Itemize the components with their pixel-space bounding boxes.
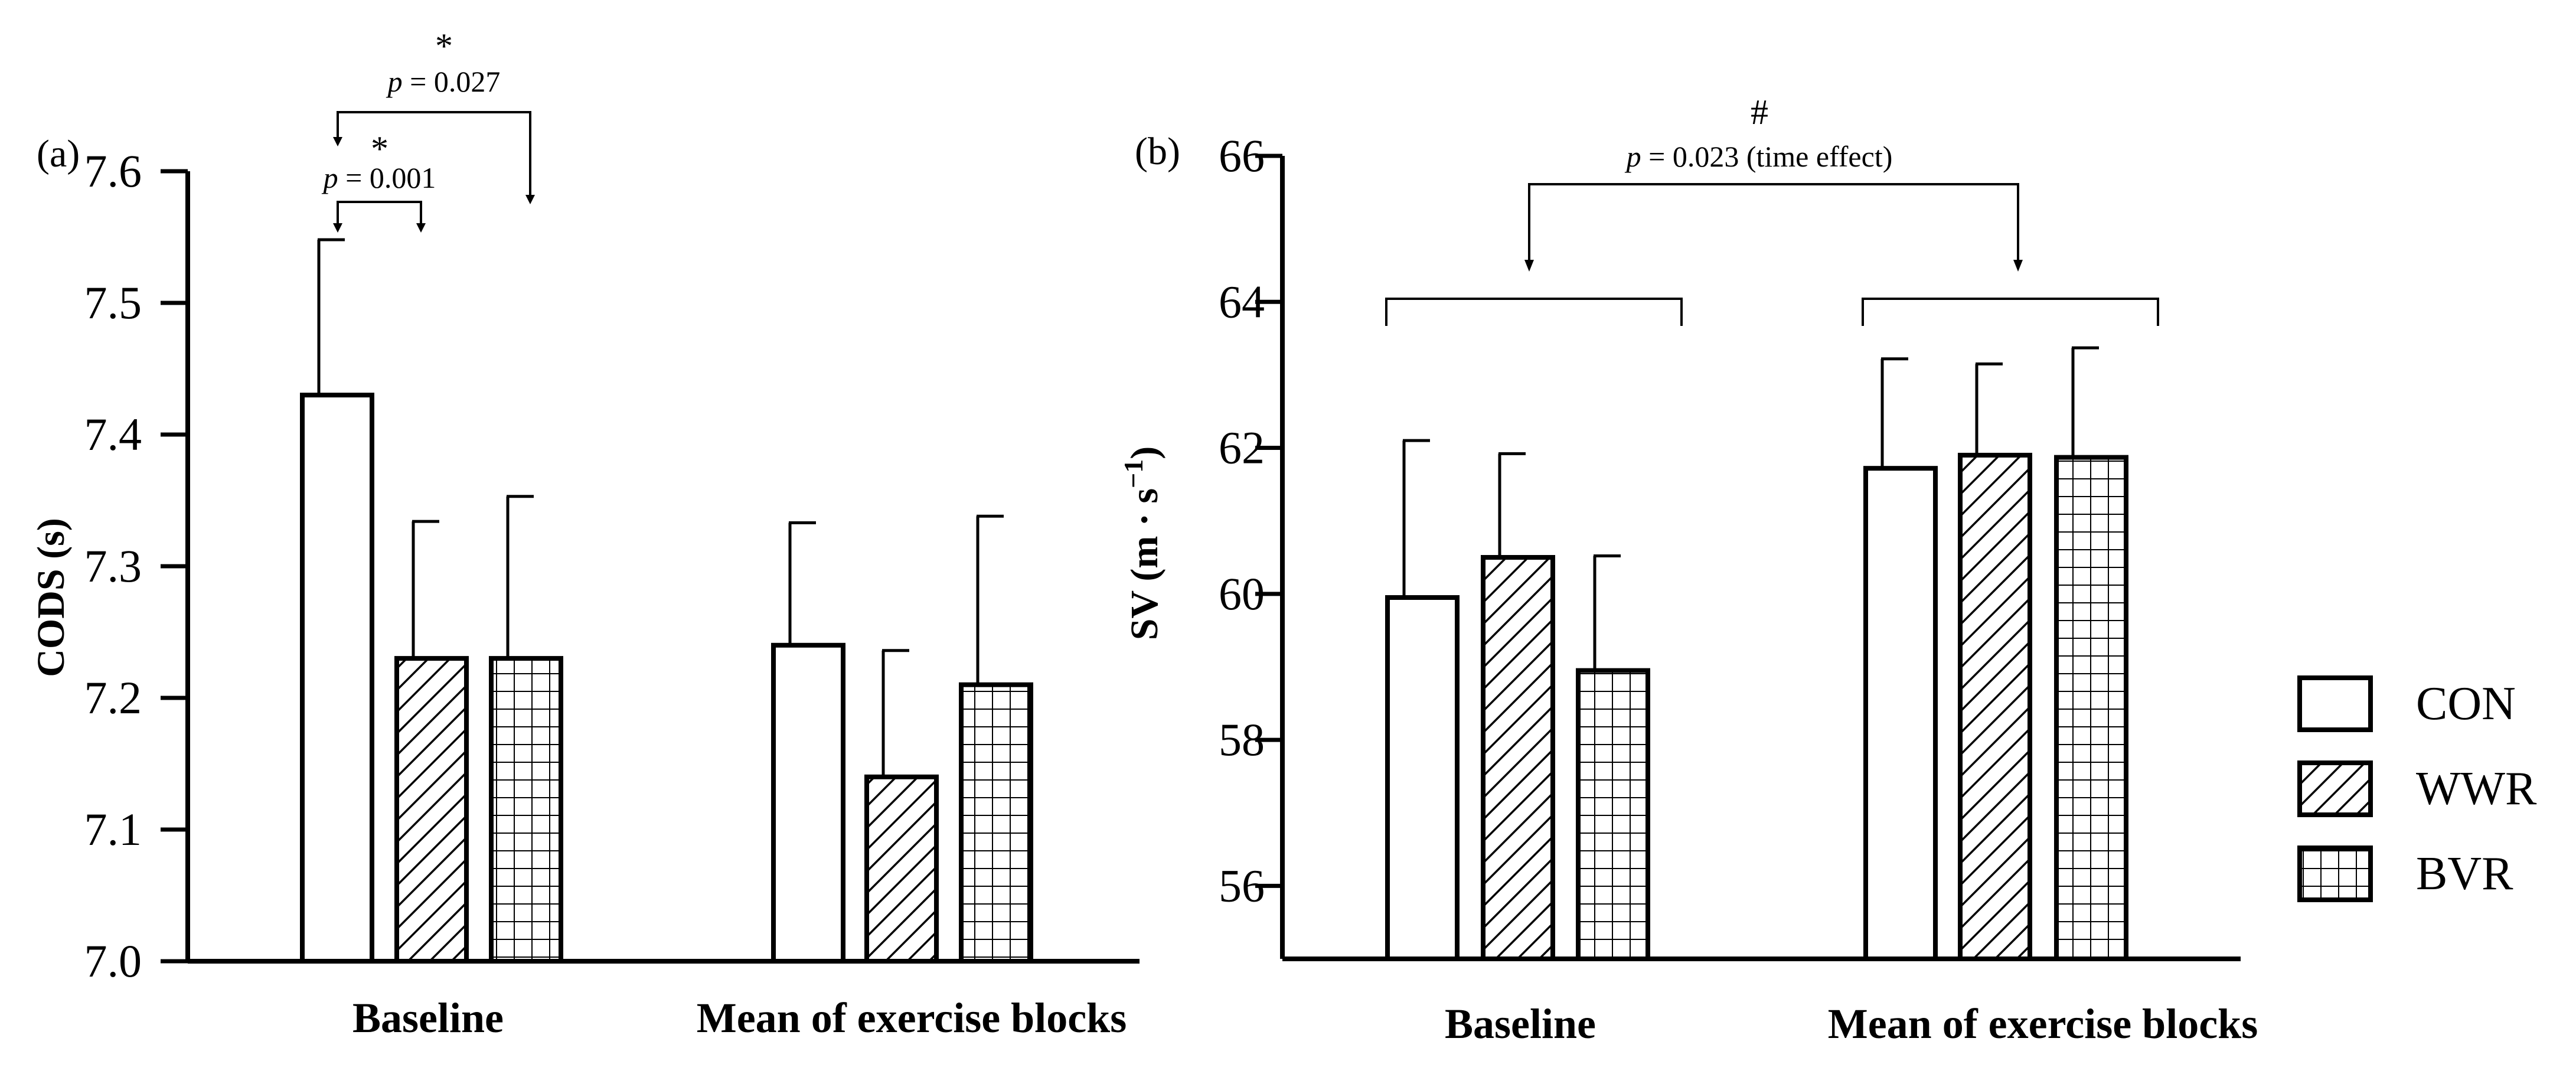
panel-b-plot-area: 56 58 60 62 64 66 Baseline Mean of exercise blo… [1219, 130, 2258, 1047]
panel-a-bar-con-exercise [771, 642, 845, 964]
legend-swatch-wwr [2297, 760, 2373, 817]
panel-a-significance-outer: * p = 0.027 [333, 27, 535, 204]
panel-b-y-tick-label: 66 [1219, 130, 1265, 181]
panel-b-bar-con-exercise [1863, 466, 1938, 961]
panel-b-hash-symbol: # [1751, 93, 1768, 132]
panel-a-category-label: Baseline [352, 994, 504, 1042]
panel-a-plot-area: 7.0 7.1 7.2 7.3 7.4 7.5 7.6 Baseline Mean of exe… [84, 145, 1140, 1042]
panel-a-y-tick-label: 7.4 [84, 409, 142, 460]
panel-b-bar-wwr-baseline [1481, 555, 1555, 961]
panel-b-bar-wwr-exercise [1958, 452, 2032, 961]
legend-swatch-bvr [2297, 846, 2373, 902]
panel-b-p-value: p = 0.023 (time effect) [1625, 140, 1893, 173]
panel-b: (b) SV (m · s−1) # p = 0.023 (time effec… [1118, 93, 2258, 1047]
legend-label-wwr: WWR [2416, 763, 2537, 815]
panel-a-outer-p-value: p = 0.027 [386, 65, 501, 98]
panel-a-bar-wwr-exercise [864, 774, 939, 964]
panel-a-y-axis-title: CODS (s) [30, 518, 73, 677]
panel-b-bar-bvr-exercise [2054, 455, 2128, 961]
panel-b-y-tick-label: 64 [1219, 276, 1265, 327]
panel-b-bar-con-baseline [1385, 595, 1460, 961]
legend: CON WWR BVR [2297, 675, 2537, 902]
panel-a-significance-inner: * p = 0.001 [322, 129, 436, 233]
panel-a-inner-star: * [371, 129, 388, 168]
panel-b-y-tick-label: 60 [1219, 568, 1265, 619]
panel-a: (a) CODS (s) * p = 0.027 * p = 0.001 7.0… [30, 27, 1140, 1042]
panel-b-category-label: Baseline [1445, 1000, 1596, 1047]
panel-a-y-tick-label: 7.6 [84, 145, 142, 197]
panel-b-y-tick-label: 58 [1219, 714, 1265, 765]
legend-label-con: CON [2416, 678, 2516, 730]
panel-a-bar-bvr-exercise [959, 682, 1033, 964]
panel-a-y-tick-label: 7.2 [84, 672, 142, 723]
panel-b-y-tick-label: 56 [1219, 860, 1265, 911]
panel-b-label: (b) [1135, 130, 1180, 173]
panel-a-y-tick-label: 7.0 [84, 935, 142, 987]
panel-a-bar-con-baseline [300, 393, 374, 964]
panel-a-y-tick-label: 7.5 [84, 277, 142, 328]
panel-a-outer-star: * [435, 27, 453, 66]
panel-a-bar-wwr-baseline [394, 656, 469, 964]
panel-b-significance: # p = 0.023 (time effect) [1385, 93, 2159, 326]
panel-a-y-tick-label: 7.3 [84, 540, 142, 592]
panel-a-bar-bvr-baseline [489, 656, 563, 964]
legend-swatch-con [2297, 675, 2373, 732]
panel-b-y-tick-label: 62 [1219, 422, 1265, 474]
panel-a-inner-p-value: p = 0.001 [322, 161, 436, 194]
panel-b-bar-bvr-baseline [1576, 668, 1650, 961]
panel-b-category-label: Mean of exercise blocks [1828, 1000, 2258, 1047]
panel-b-y-axis-title: SV (m · s−1) [1118, 446, 1167, 641]
legend-label-bvr: BVR [2416, 848, 2513, 900]
panel-a-y-tick-label: 7.1 [84, 804, 142, 855]
panel-a-label: (a) [37, 132, 80, 175]
panel-a-category-label: Mean of exercise blocks [697, 994, 1127, 1042]
